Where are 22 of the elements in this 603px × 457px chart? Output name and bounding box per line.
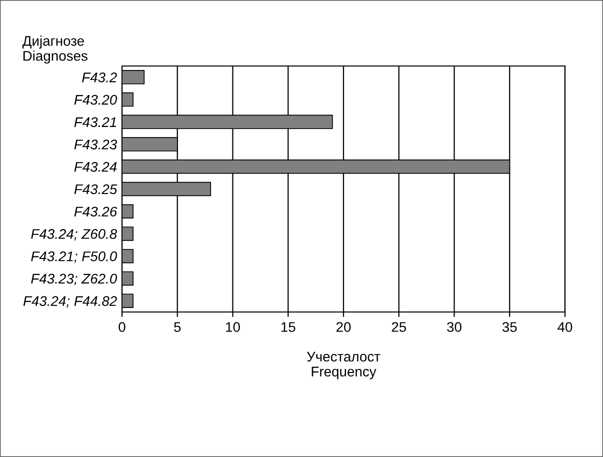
y-tick-label: F43.23 <box>74 140 118 150</box>
x-tick-label: 10 <box>226 322 240 332</box>
x-tick-label: 20 <box>336 322 351 332</box>
y-axis-title: Дијагнозе Diagnoses <box>22 36 88 64</box>
x-tick-label: 25 <box>392 322 406 332</box>
y-tick-label: F43.23; Z62.0 <box>31 274 118 286</box>
x-tick-label: 0 <box>118 322 126 332</box>
y-tick-label: F43.24; Z60.8 <box>31 229 118 241</box>
x-tick-label: 15 <box>281 322 296 332</box>
y-tick-label: F43.25 <box>74 184 118 194</box>
x-tick-label: 35 <box>502 322 517 332</box>
x-axis-title: Учесталост Frequency <box>306 352 380 380</box>
y-tick-label: F43.26 <box>74 206 118 217</box>
x-tick-label: 5 <box>174 322 181 332</box>
y-tick-label: F43.21; F50.0 <box>31 251 118 263</box>
y-tick-label: F43.20 <box>74 94 118 105</box>
y-tick-label: F43.2 <box>82 72 117 82</box>
y-tick-label: F43.21 <box>74 117 116 128</box>
y-tick-label: F43.24 <box>74 162 117 172</box>
y-tick-label: F43.24; F44.82 <box>23 296 117 308</box>
x-tick-label: 30 <box>447 322 462 332</box>
x-tick-label: 40 <box>558 322 572 332</box>
